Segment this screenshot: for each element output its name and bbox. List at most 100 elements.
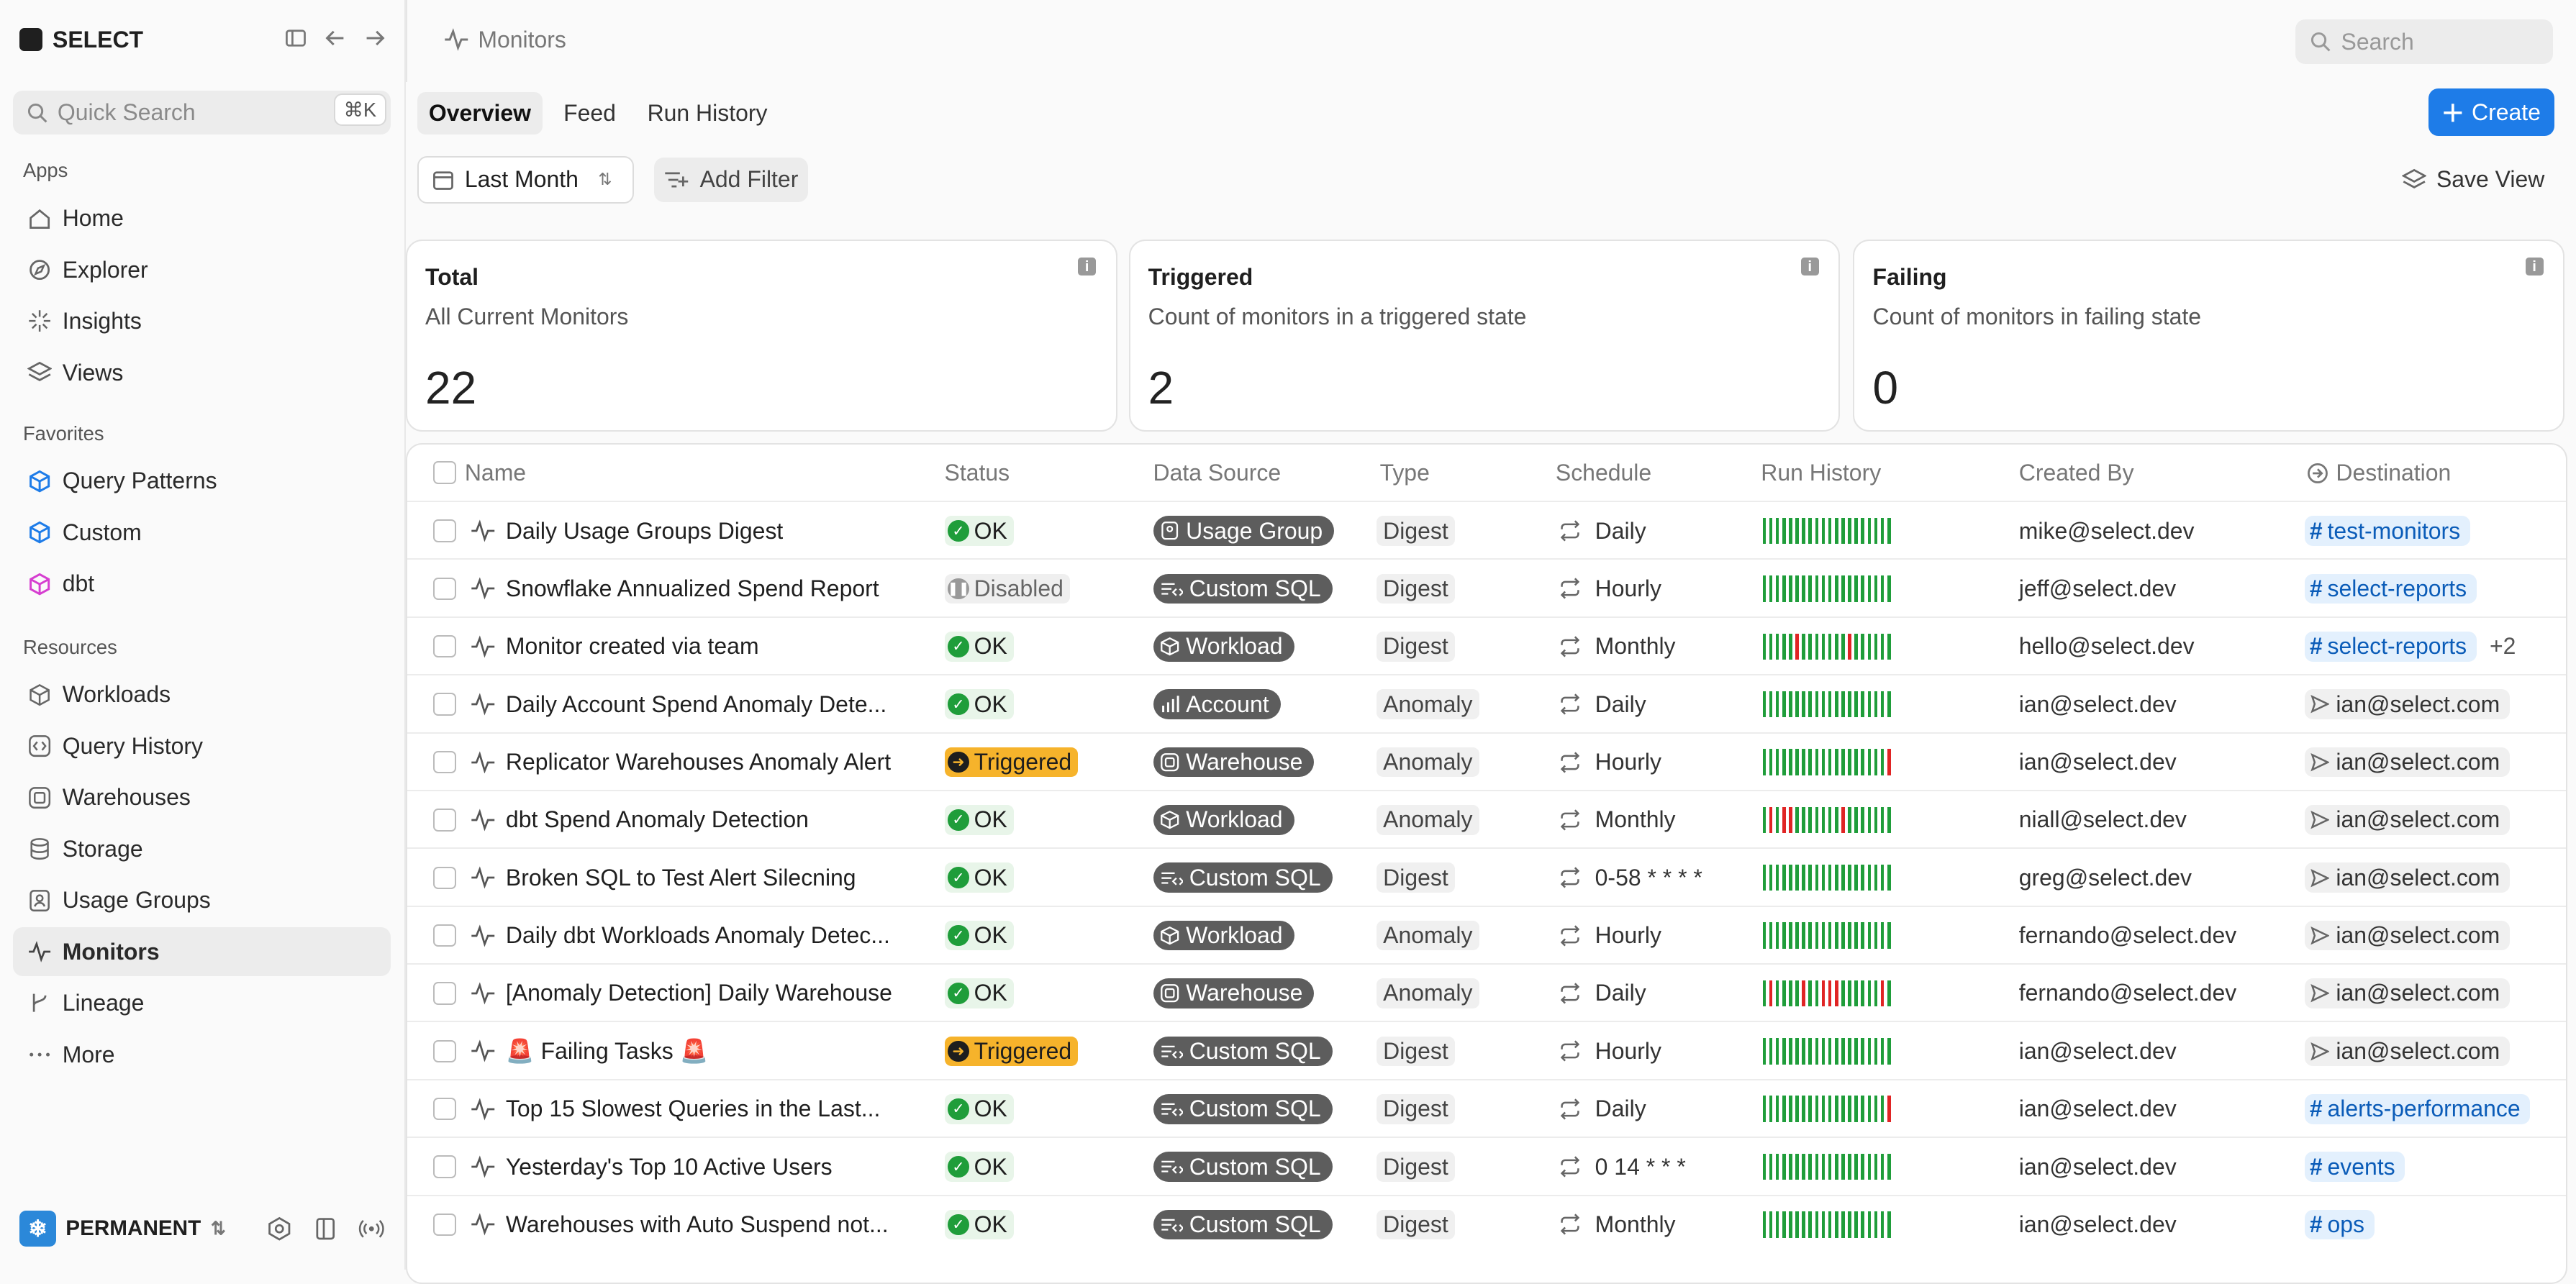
table-row[interactable]: Daily Account Spend Anomaly Dete... ✓ OK Ac… [407, 674, 2567, 733]
row-checkbox[interactable] [433, 675, 456, 733]
column-header-data-source[interactable]: Data Source [1153, 460, 1282, 486]
info-icon[interactable]: i [2525, 258, 2544, 276]
sidebar-item-workloads[interactable]: Workloads [13, 670, 391, 719]
info-icon[interactable]: i [1078, 258, 1097, 276]
row-checkbox[interactable] [433, 618, 456, 675]
run-history-bars[interactable] [1762, 560, 1891, 617]
global-search-input[interactable]: Search [2295, 19, 2554, 65]
book-icon[interactable] [312, 1216, 339, 1242]
table-row[interactable]: Top 15 Slowest Queries in the Last... ✓ OK… [407, 1078, 2567, 1138]
monitor-name[interactable]: Daily Usage Groups Digest [505, 517, 784, 544]
sidebar-item-usage-groups[interactable]: Usage Groups [13, 875, 391, 924]
monitor-name[interactable]: [Anomaly Detection] Daily Warehouse [505, 980, 892, 1006]
destination-badge[interactable]: ian@select.com [2305, 978, 2510, 1008]
row-checkbox[interactable] [433, 1138, 456, 1196]
sidebar-item-custom[interactable]: Custom [13, 508, 391, 557]
sidebar-item-lineage[interactable]: Lineage [13, 978, 391, 1027]
monitor-name[interactable]: Warehouses with Auto Suspend not... [505, 1211, 889, 1237]
row-checkbox[interactable] [433, 907, 456, 965]
create-button[interactable]: Create [2428, 88, 2555, 137]
row-checkbox[interactable] [433, 734, 456, 791]
add-filter-button[interactable]: Add Filter [653, 158, 809, 202]
back-arrow-icon[interactable] [324, 27, 347, 50]
forward-arrow-icon[interactable] [363, 27, 386, 50]
destination-badge[interactable]: ian@select.com [2305, 689, 2510, 719]
save-view-button[interactable]: Save View [2402, 166, 2544, 193]
run-history-bars[interactable] [1762, 675, 1891, 733]
tab-run-history[interactable]: Run History [647, 100, 768, 127]
run-history-bars[interactable] [1762, 1080, 1891, 1138]
table-row[interactable]: Warehouses with Auto Suspend not... ✓ OK Cu… [407, 1194, 2567, 1254]
table-row[interactable]: [Anomaly Detection] Daily Warehouse ✓ OK Wa… [407, 963, 2567, 1022]
column-header-destination[interactable]: Destination [2306, 460, 2451, 486]
column-header-created-by[interactable]: Created By [2018, 460, 2134, 486]
run-history-bars[interactable] [1762, 1196, 1891, 1254]
run-history-bars[interactable] [1762, 734, 1891, 791]
table-row[interactable]: Yesterday's Top 10 Active Users ✓ OK Custom… [407, 1137, 2567, 1196]
tab-overview[interactable]: Overview [417, 91, 543, 135]
table-row[interactable]: dbt Spend Anomaly Detection ✓ OK Workload An… [407, 789, 2567, 849]
sidebar-item-explorer[interactable]: Explorer [13, 245, 391, 294]
sidebar-item-warehouses[interactable]: Warehouses [13, 773, 391, 821]
column-header-status[interactable]: Status [944, 460, 1010, 486]
monitor-name[interactable]: Daily dbt Workloads Anomaly Detec... [505, 922, 890, 949]
info-icon[interactable]: i [1800, 258, 1819, 276]
destination-badge[interactable]: # test-monitors [2305, 516, 2470, 546]
monitor-name[interactable]: Broken SQL to Test Alert Silecning [505, 864, 856, 891]
destination-badge[interactable]: # select-reports [2305, 573, 2477, 604]
run-history-bars[interactable] [1762, 618, 1891, 675]
run-history-bars[interactable] [1762, 849, 1891, 906]
column-header-type[interactable]: Type [1379, 460, 1430, 486]
monitor-name[interactable]: Replicator Warehouses Anomaly Alert [505, 749, 892, 775]
column-header-run-history[interactable]: Run History [1761, 460, 1882, 486]
select-all-checkbox[interactable] [433, 461, 456, 484]
brand[interactable]: SELECT [19, 27, 143, 53]
monitor-name[interactable]: Snowflake Annualized Spend Report [505, 575, 879, 601]
sidebar-toggle-icon[interactable] [284, 27, 307, 50]
row-checkbox[interactable] [433, 1196, 456, 1254]
row-checkbox[interactable] [433, 791, 456, 849]
sidebar-item-monitors[interactable]: Monitors [13, 926, 391, 977]
monitor-name[interactable]: Daily Account Spend Anomaly Dete... [505, 691, 887, 717]
destination-badge[interactable]: # ops [2305, 1209, 2375, 1240]
destination-badge[interactable]: # select-reports [2305, 631, 2477, 662]
destination-badge[interactable]: # events [2305, 1152, 2405, 1182]
column-header-schedule[interactable]: Schedule [1555, 460, 1652, 486]
sidebar-item-dbt[interactable]: dbt [13, 560, 391, 609]
monitor-name[interactable]: Yesterday's Top 10 Active Users [505, 1153, 833, 1180]
row-checkbox[interactable] [433, 560, 456, 617]
table-row[interactable]: Replicator Warehouses Anomaly Alert ➜ Trig… [407, 732, 2567, 791]
table-row[interactable]: Daily dbt Workloads Anomaly Detec... ✓ OK W… [407, 905, 2567, 965]
broadcast-icon[interactable] [358, 1216, 385, 1242]
date-range-select[interactable]: Last Month ⇅ [417, 155, 635, 204]
row-checkbox[interactable] [433, 1080, 456, 1138]
sidebar-item-views[interactable]: Views [13, 348, 391, 397]
row-checkbox[interactable] [433, 849, 456, 906]
monitor-name[interactable]: Monitor created via team [505, 633, 759, 660]
sidebar-item-storage[interactable]: Storage [13, 824, 391, 873]
sidebar-item-home[interactable]: Home [13, 193, 391, 242]
run-history-bars[interactable] [1762, 502, 1891, 560]
tab-feed[interactable]: Feed [563, 100, 616, 127]
destination-badge[interactable]: ian@select.com [2305, 1036, 2510, 1067]
row-checkbox[interactable] [433, 965, 456, 1022]
more-destinations-count[interactable]: +2 [2490, 633, 2516, 660]
run-history-bars[interactable] [1762, 907, 1891, 965]
sidebar-item-query-history[interactable]: Query History [13, 721, 391, 770]
run-history-bars[interactable] [1762, 1138, 1891, 1196]
workspace-switcher[interactable]: ❄ PERMANENT ⇅ [19, 1210, 226, 1247]
settings-icon[interactable] [266, 1216, 293, 1242]
sidebar-item-more[interactable]: More [13, 1030, 391, 1079]
destination-badge[interactable]: ian@select.com [2305, 920, 2510, 951]
run-history-bars[interactable] [1762, 791, 1891, 849]
table-row[interactable]: Daily Usage Groups Digest ✓ OK Usage Group D… [407, 501, 2567, 560]
column-header-name[interactable]: Name [464, 460, 527, 486]
destination-badge[interactable]: ian@select.com [2305, 862, 2510, 893]
sidebar-item-insights[interactable]: Insights [13, 296, 391, 345]
monitor-name[interactable]: dbt Spend Anomaly Detection [505, 806, 809, 833]
table-row[interactable]: 🚨 Failing Tasks 🚨 ➜ Triggered Custom SQL Dig… [407, 1021, 2567, 1080]
run-history-bars[interactable] [1762, 1022, 1891, 1080]
sidebar-item-query-patterns[interactable]: Query Patterns [13, 457, 391, 506]
destination-badge[interactable]: # alerts-performance [2305, 1093, 2531, 1124]
row-checkbox[interactable] [433, 1022, 456, 1080]
